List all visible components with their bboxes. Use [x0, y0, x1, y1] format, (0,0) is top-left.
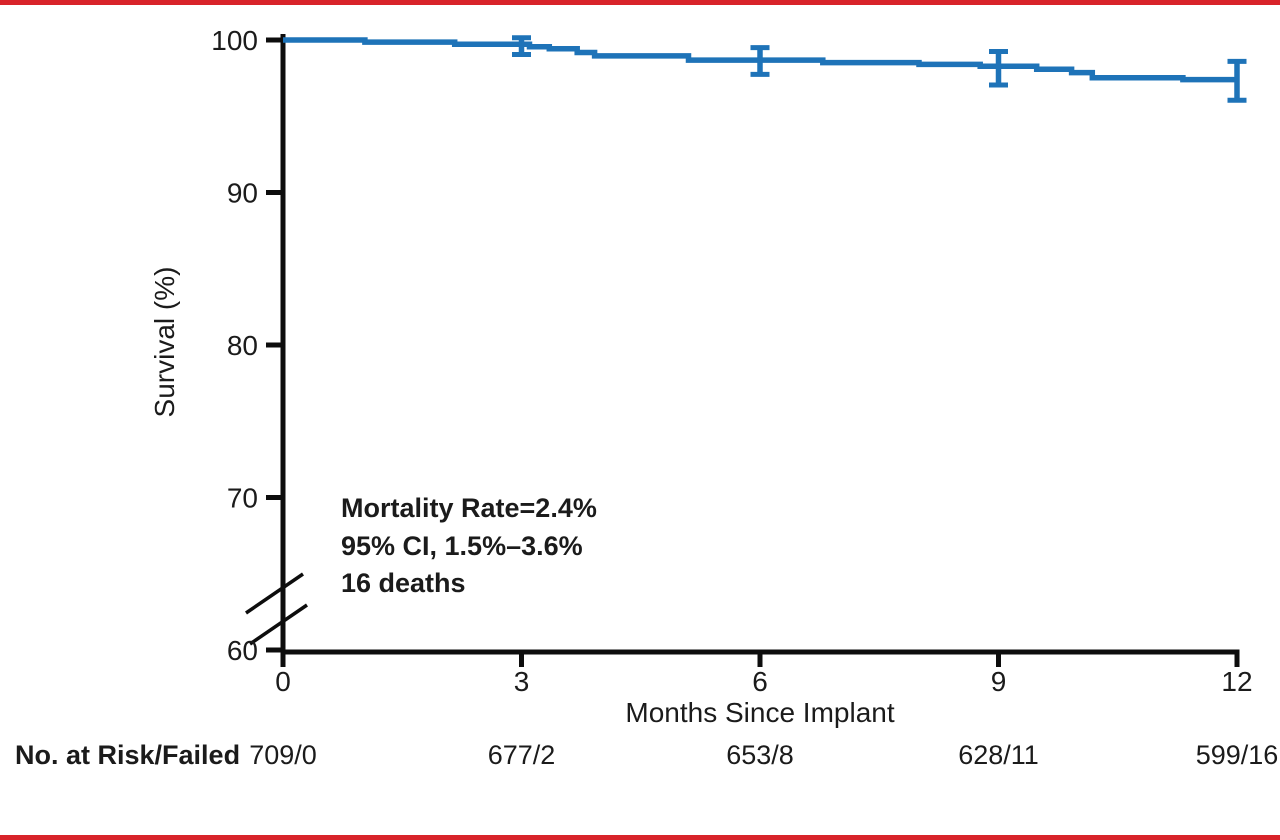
- annotation-confidence-interval: 95% CI, 1.5%–3.6%: [341, 531, 583, 561]
- y-tick-label: 80: [227, 330, 258, 361]
- bottom-red-rule: [0, 835, 1280, 840]
- x-tick-label: 12: [1221, 666, 1252, 697]
- x-tick-label: 3: [514, 666, 530, 697]
- error-bars: [512, 35, 1247, 103]
- risk-value: 599/16: [1196, 740, 1279, 770]
- y-axis-title: Survival (%): [149, 267, 180, 418]
- y-tick-label: 90: [227, 178, 258, 209]
- error-bar: [1227, 58, 1247, 103]
- axes: [266, 34, 1240, 667]
- y-tick-label: 70: [227, 483, 258, 514]
- risk-value: 709/0: [249, 740, 317, 770]
- error-bar: [512, 35, 531, 57]
- y-tick-labels: 100 90 80 70 60: [211, 25, 258, 666]
- risk-table-label: No. at Risk/Failed: [15, 740, 240, 770]
- error-bar: [989, 48, 1008, 88]
- x-tick-label: 0: [275, 666, 291, 697]
- risk-value: 628/11: [958, 740, 1039, 770]
- top-red-rule: [0, 0, 1280, 5]
- y-tick-label: 100: [211, 25, 258, 56]
- x-axis-title: Months Since Implant: [625, 697, 894, 728]
- y-tick-label: 60: [227, 635, 258, 666]
- axis-break-slash: [249, 603, 308, 646]
- x-tick-label: 6: [752, 666, 768, 697]
- survival-curve: [283, 37, 1237, 83]
- annotation-mortality-rate: Mortality Rate=2.4%: [341, 493, 597, 523]
- annotation: Mortality Rate=2.4% 95% CI, 1.5%–3.6% 16…: [341, 493, 597, 598]
- risk-value: 653/8: [726, 740, 794, 770]
- risk-table: No. at Risk/Failed 709/0 677/2 653/8 628/11…: [15, 740, 1278, 770]
- error-bar: [750, 45, 770, 77]
- x-tick-labels: 0 3 6 9 12: [275, 666, 1252, 697]
- x-tick-label: 9: [991, 666, 1007, 697]
- axis-break-slash: [245, 572, 304, 615]
- risk-values: 709/0 677/2 653/8 628/11 599/16: [249, 740, 1278, 770]
- risk-value: 677/2: [488, 740, 556, 770]
- y-axis-break-icon: [245, 572, 308, 646]
- annotation-deaths: 16 deaths: [341, 568, 466, 598]
